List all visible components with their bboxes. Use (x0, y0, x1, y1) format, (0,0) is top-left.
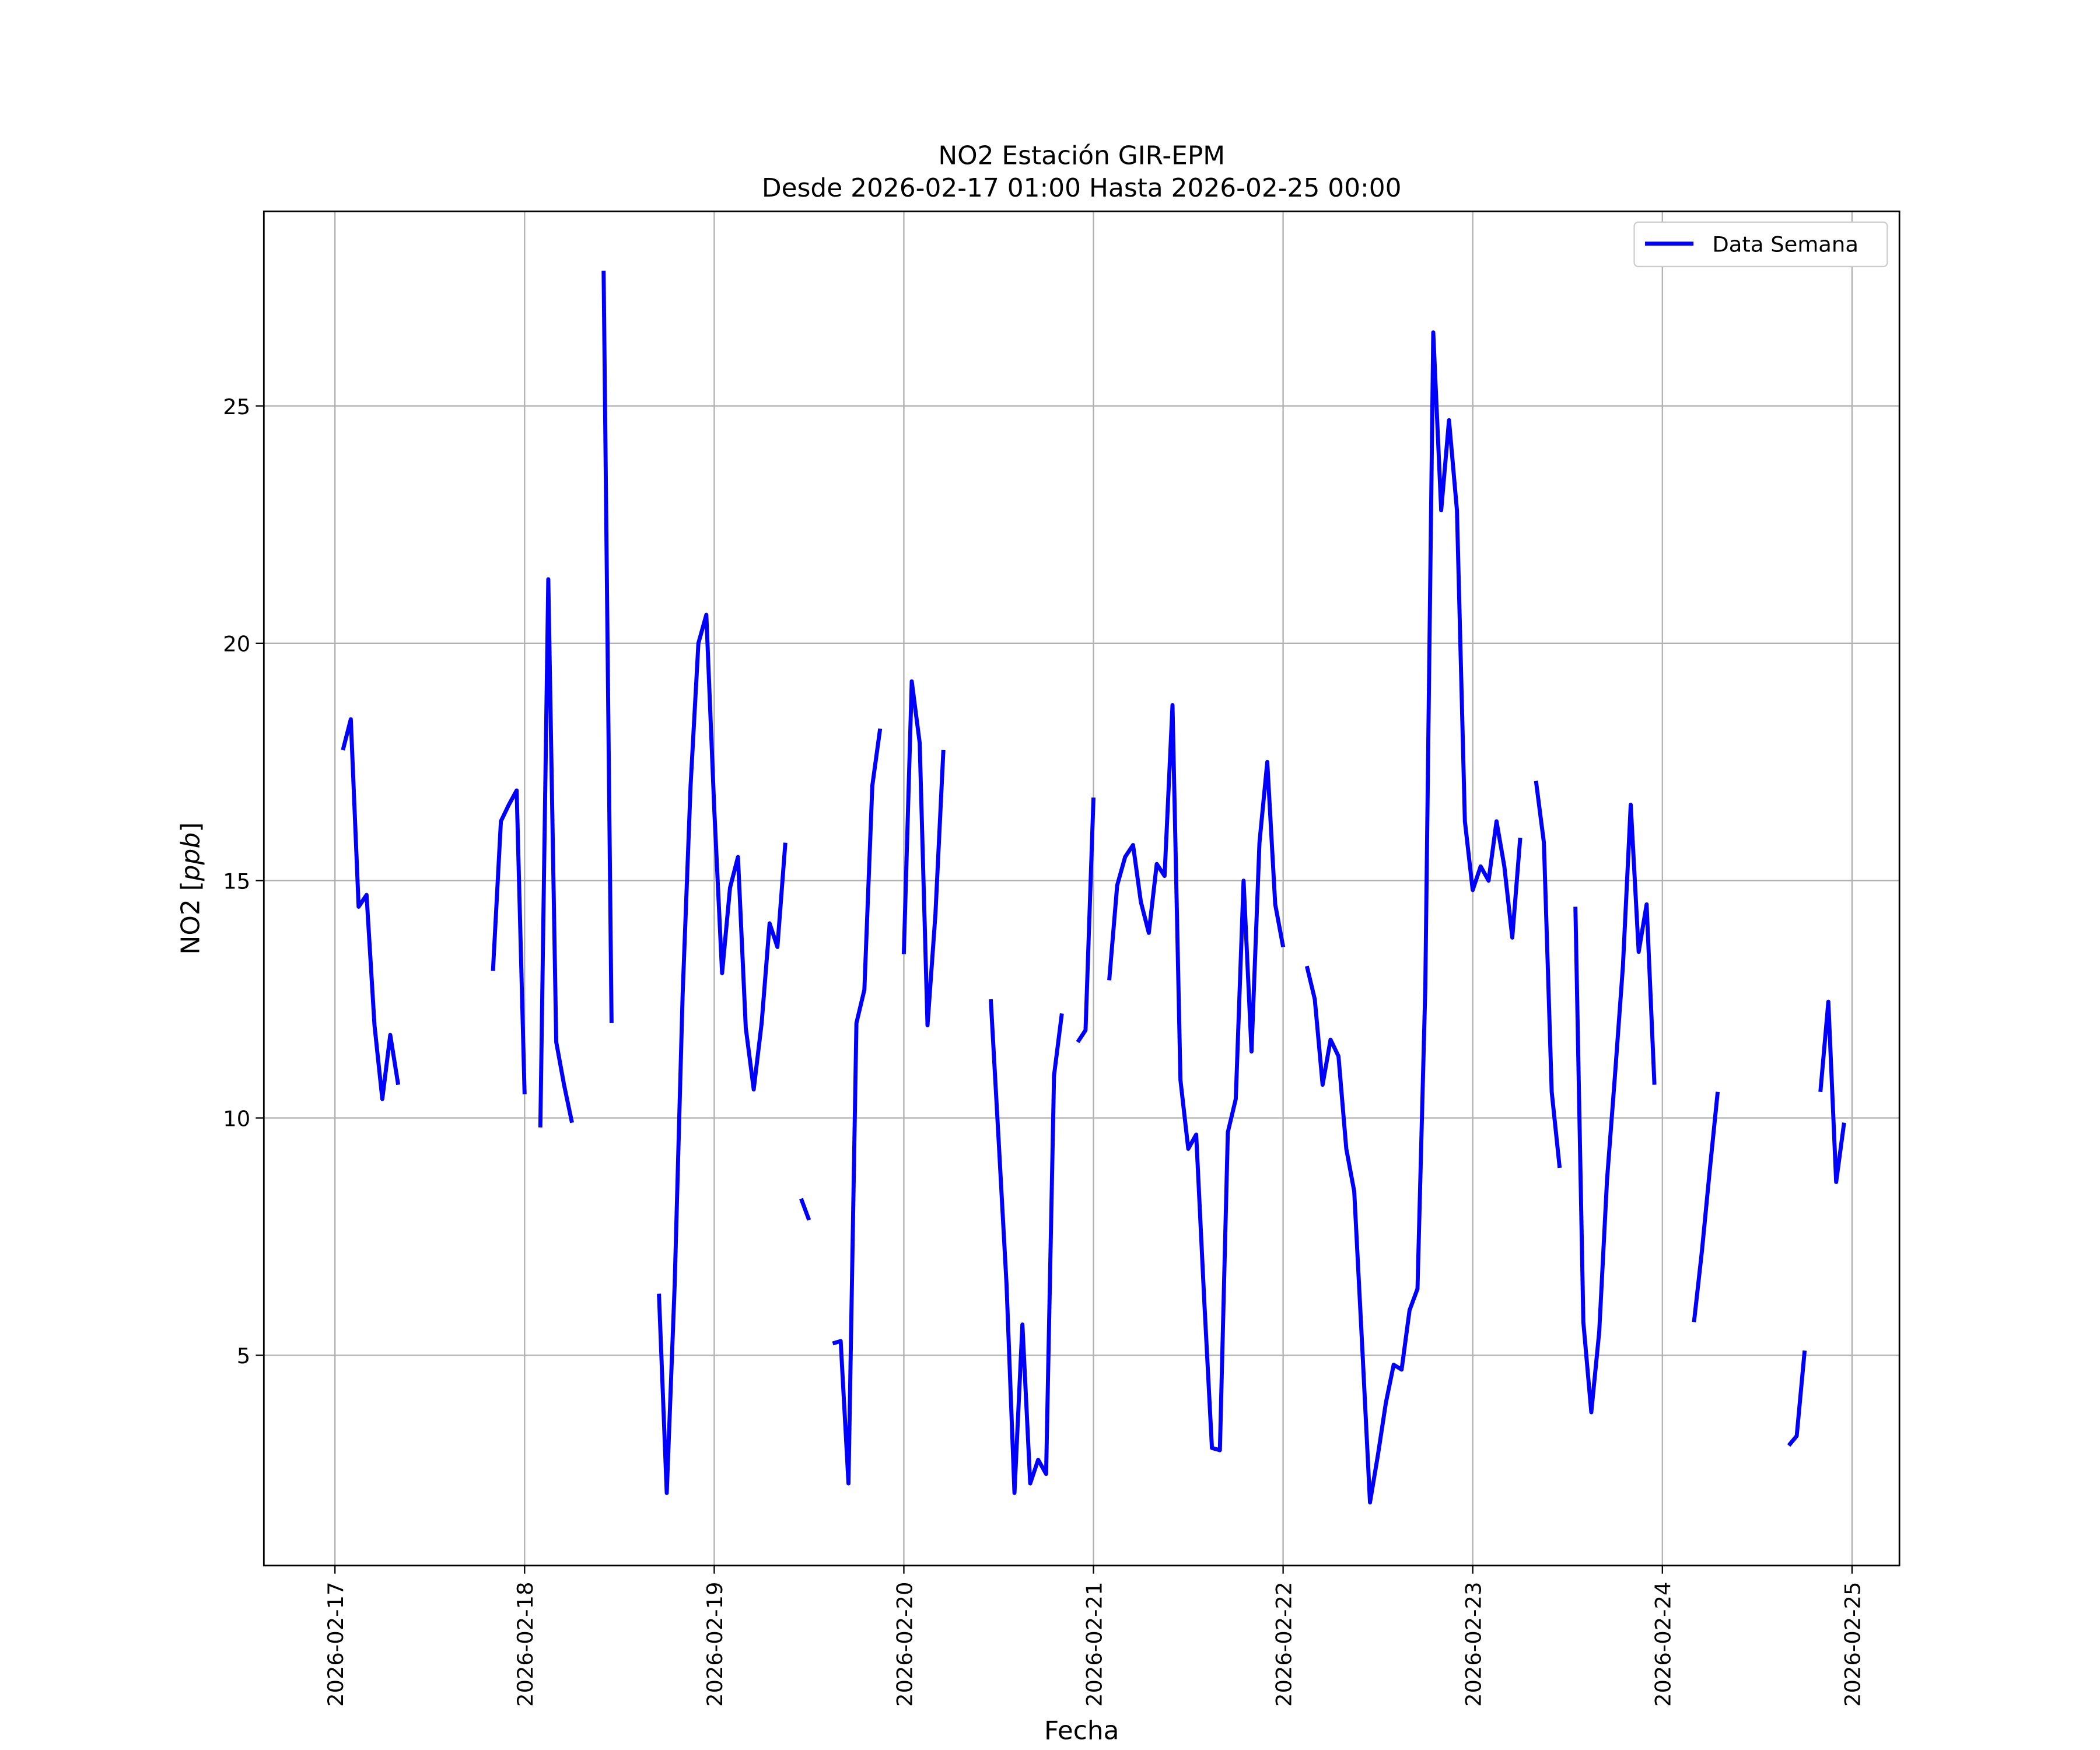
series-line-segment (799, 1198, 811, 1221)
series-line-segment (1692, 1091, 1720, 1322)
series-line-segment (657, 612, 788, 1495)
chart-title: NO2 Estación GIR-EPM (938, 141, 1225, 171)
x-tick-label: 2026-02-20 (892, 1582, 917, 1707)
series-line-segment (491, 788, 527, 1095)
series-line-segment (538, 577, 574, 1128)
y-label-close: ] (176, 822, 206, 832)
plot-frame (262, 210, 1901, 1567)
series-line-segment (901, 679, 946, 1028)
y-tick-label: 20 (223, 632, 250, 657)
legend-box (1633, 221, 1888, 268)
x-tick-label: 2026-02-17 (323, 1582, 348, 1707)
series-line-segment (1107, 703, 1286, 1452)
y-label-unit: ppb (176, 832, 206, 881)
y-tick-label: 25 (223, 394, 250, 419)
y-tick-label: 15 (223, 869, 250, 894)
series-line-segment (601, 271, 614, 1023)
series-line-segment (1818, 999, 1846, 1184)
chart-subtitle: Desde 2026-02-17 01:00 Hasta 2026-02-25 … (762, 173, 1402, 203)
series-line-segment (1787, 1350, 1807, 1447)
series-line-segment (1573, 803, 1657, 1415)
series-line-segment (341, 717, 401, 1101)
ticks: 2026-02-17 2026-02-18 2026-02-19 2026-02-20… (223, 394, 1865, 1707)
series-line-segment (832, 728, 883, 1486)
x-tick-label: 2026-02-24 (1651, 1582, 1676, 1707)
series-line-segment (1304, 330, 1522, 1505)
y-tick-label: 5 (237, 1343, 250, 1368)
x-tick-label: 2026-02-23 (1461, 1582, 1486, 1707)
data-lines (341, 271, 1846, 1505)
x-tick-label: 2026-02-21 (1082, 1582, 1107, 1707)
legend: Data Semana (1633, 221, 1888, 268)
series-line-segment (989, 999, 1064, 1495)
x-tick-label: 2026-02-18 (513, 1582, 538, 1707)
x-axis-label: Fecha (1044, 1716, 1119, 1746)
x-tick-label: 2026-02-25 (1840, 1582, 1866, 1707)
x-tick-label: 2026-02-22 (1271, 1582, 1296, 1707)
grid (264, 211, 1900, 1566)
legend-label: Data Semana (1712, 232, 1859, 257)
series-line-segment (1076, 797, 1096, 1044)
x-tick-label: 2026-02-19 (702, 1582, 727, 1707)
y-label-text: NO2 [ (176, 881, 206, 954)
y-tick-label: 10 (223, 1106, 250, 1131)
y-axis-label: NO2 [ppb] (176, 822, 206, 955)
series-line-segment (1534, 780, 1562, 1168)
